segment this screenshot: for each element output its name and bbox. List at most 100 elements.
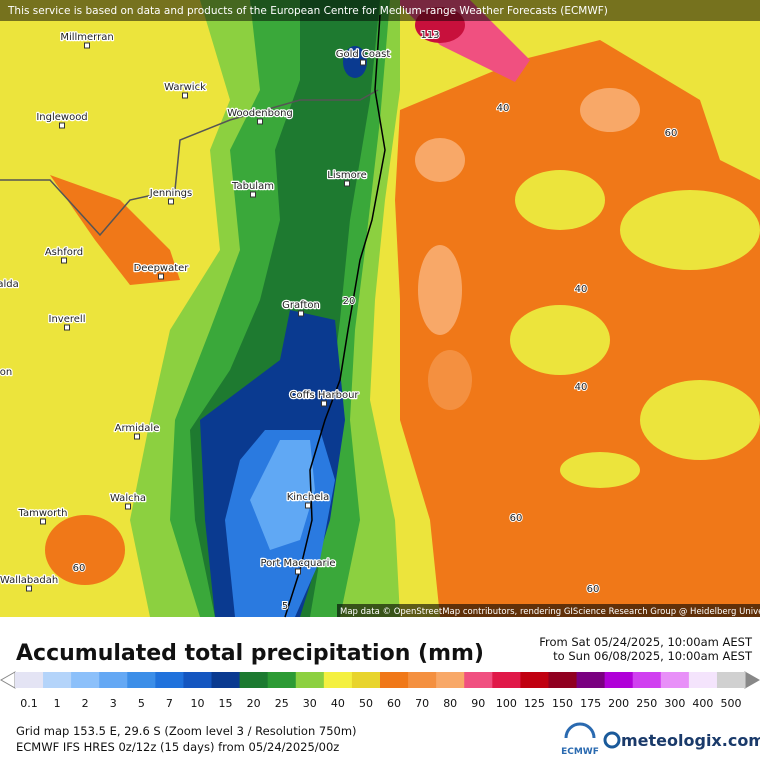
town-label: Deepwater [134, 263, 190, 274]
map: Millmerran Warwick Inglewood Woodenbong Gold… [0, 0, 760, 618]
legend-swatch [408, 672, 437, 688]
state-border [0, 89, 379, 237]
legend-label: 200 [608, 697, 629, 710]
legend-swatch [239, 672, 269, 688]
town-label: Millmerran [60, 32, 113, 43]
legend-label: 15 [219, 697, 233, 710]
town-label: Warwick [164, 82, 206, 93]
legend-swatch [295, 672, 325, 688]
legend-label: 400 [692, 697, 713, 710]
legend-label: 175 [580, 697, 601, 710]
ecmwf-logo: ECMWF [561, 722, 599, 757]
legend-swatch [436, 672, 465, 688]
town-label: Port Macquarie [260, 558, 335, 569]
ecmwf-text: ECMWF [561, 747, 599, 757]
footer-line: ECMWF IFS HRES 0z/12z (15 days) from 05/… [16, 740, 339, 754]
legend-swatch [688, 672, 718, 688]
legend-label: 30 [303, 697, 317, 710]
legend-swatch [716, 672, 746, 688]
town-label: on [0, 367, 12, 378]
town-marker [40, 518, 46, 525]
town-marker [344, 180, 350, 187]
precip-area [415, 138, 465, 182]
legend-label: 40 [331, 697, 345, 710]
town-marker [250, 191, 256, 198]
legend-label: 125 [524, 697, 545, 710]
town-label: Tamworth [18, 508, 68, 519]
legend-swatch [520, 672, 549, 688]
precip-area [515, 170, 605, 230]
town-marker [360, 59, 366, 66]
contour-label: 40 [497, 103, 510, 114]
town-label: Inverell [49, 314, 86, 325]
town-label: Tabulam [231, 181, 274, 192]
contour-label: 60 [665, 128, 678, 139]
town-marker [84, 42, 90, 49]
legend-swatch [71, 672, 100, 688]
ecmwf-icon [564, 722, 596, 739]
precip-area [580, 88, 640, 132]
period-to: to Sun 06/08/2025, 10:00am AEST [553, 649, 753, 663]
contour-labels: 113 40 60 40 20 40 60 60 60 5 [72, 29, 679, 613]
period-from: From Sat 05/24/2025, 10:00am AEST [539, 635, 753, 649]
town-marker [59, 122, 65, 129]
title: Accumulated total precipitation (mm) [16, 641, 484, 666]
legend-label: 5 [138, 697, 145, 710]
legend-arrow [744, 671, 760, 689]
precip-area [428, 350, 472, 410]
contour-label: 5 [282, 601, 288, 612]
legend-swatch [576, 672, 606, 688]
town-marker [305, 502, 311, 509]
town-marker [182, 92, 188, 99]
town-marker [125, 503, 131, 510]
legend-arrow [0, 671, 16, 689]
town-marker [298, 310, 304, 317]
legend-swatch [351, 672, 381, 688]
attribution-bar [337, 604, 760, 617]
town-label: Jennings [149, 188, 192, 199]
legend: 0.1 1 2 3 5 7 10 15 20 25 30 40 50 60 70 80 90 100 125 150 1… [0, 671, 760, 710]
contour-label: 60 [73, 563, 86, 574]
precip-area [560, 452, 640, 488]
legend-label: 60 [387, 697, 401, 710]
town-marker [61, 257, 67, 264]
town-marker [158, 273, 164, 280]
legend-swatch [323, 672, 353, 688]
town-label: Woodenbong [227, 108, 293, 119]
legend-label: 80 [443, 697, 457, 710]
attribution: Map data © OpenStreetMap contributors, r… [340, 607, 760, 617]
town-label: Grafton [282, 300, 320, 311]
town-marker [168, 198, 174, 205]
precip-area [45, 515, 125, 585]
legend-label: 50 [359, 697, 373, 710]
precip-area [50, 175, 180, 285]
legend-swatch [632, 672, 662, 688]
town-label: Gold Coast [336, 49, 391, 60]
town-marker [134, 433, 140, 440]
legend-swatch [380, 672, 409, 688]
town-label: Inglewood [36, 112, 87, 123]
town-label: Armidale [115, 423, 160, 434]
legend-swatch [211, 672, 241, 688]
town-marker [257, 118, 263, 125]
legend-swatch [660, 672, 690, 688]
town-label: alda [0, 279, 19, 290]
legend-swatch [127, 672, 156, 688]
town-label: Coffs Harbour [289, 390, 359, 401]
legend-swatch [183, 672, 213, 688]
legend-label: 70 [415, 697, 429, 710]
precip-area [343, 46, 367, 78]
footer-line: Grid map 153.5 E, 29.6 S (Zoom level 3 /… [16, 724, 357, 738]
legend-label: 90 [471, 697, 485, 710]
town-marker [321, 400, 327, 407]
legend-label: 25 [275, 697, 289, 710]
contour-label: 60 [510, 513, 523, 524]
legend-label: 0.1 [20, 697, 38, 710]
precip-area [640, 380, 760, 460]
coastline [284, 14, 386, 618]
legend-label: 250 [636, 697, 657, 710]
meteologix-icon [603, 731, 621, 749]
legend-swatch [548, 672, 578, 688]
precip-area [510, 305, 610, 375]
